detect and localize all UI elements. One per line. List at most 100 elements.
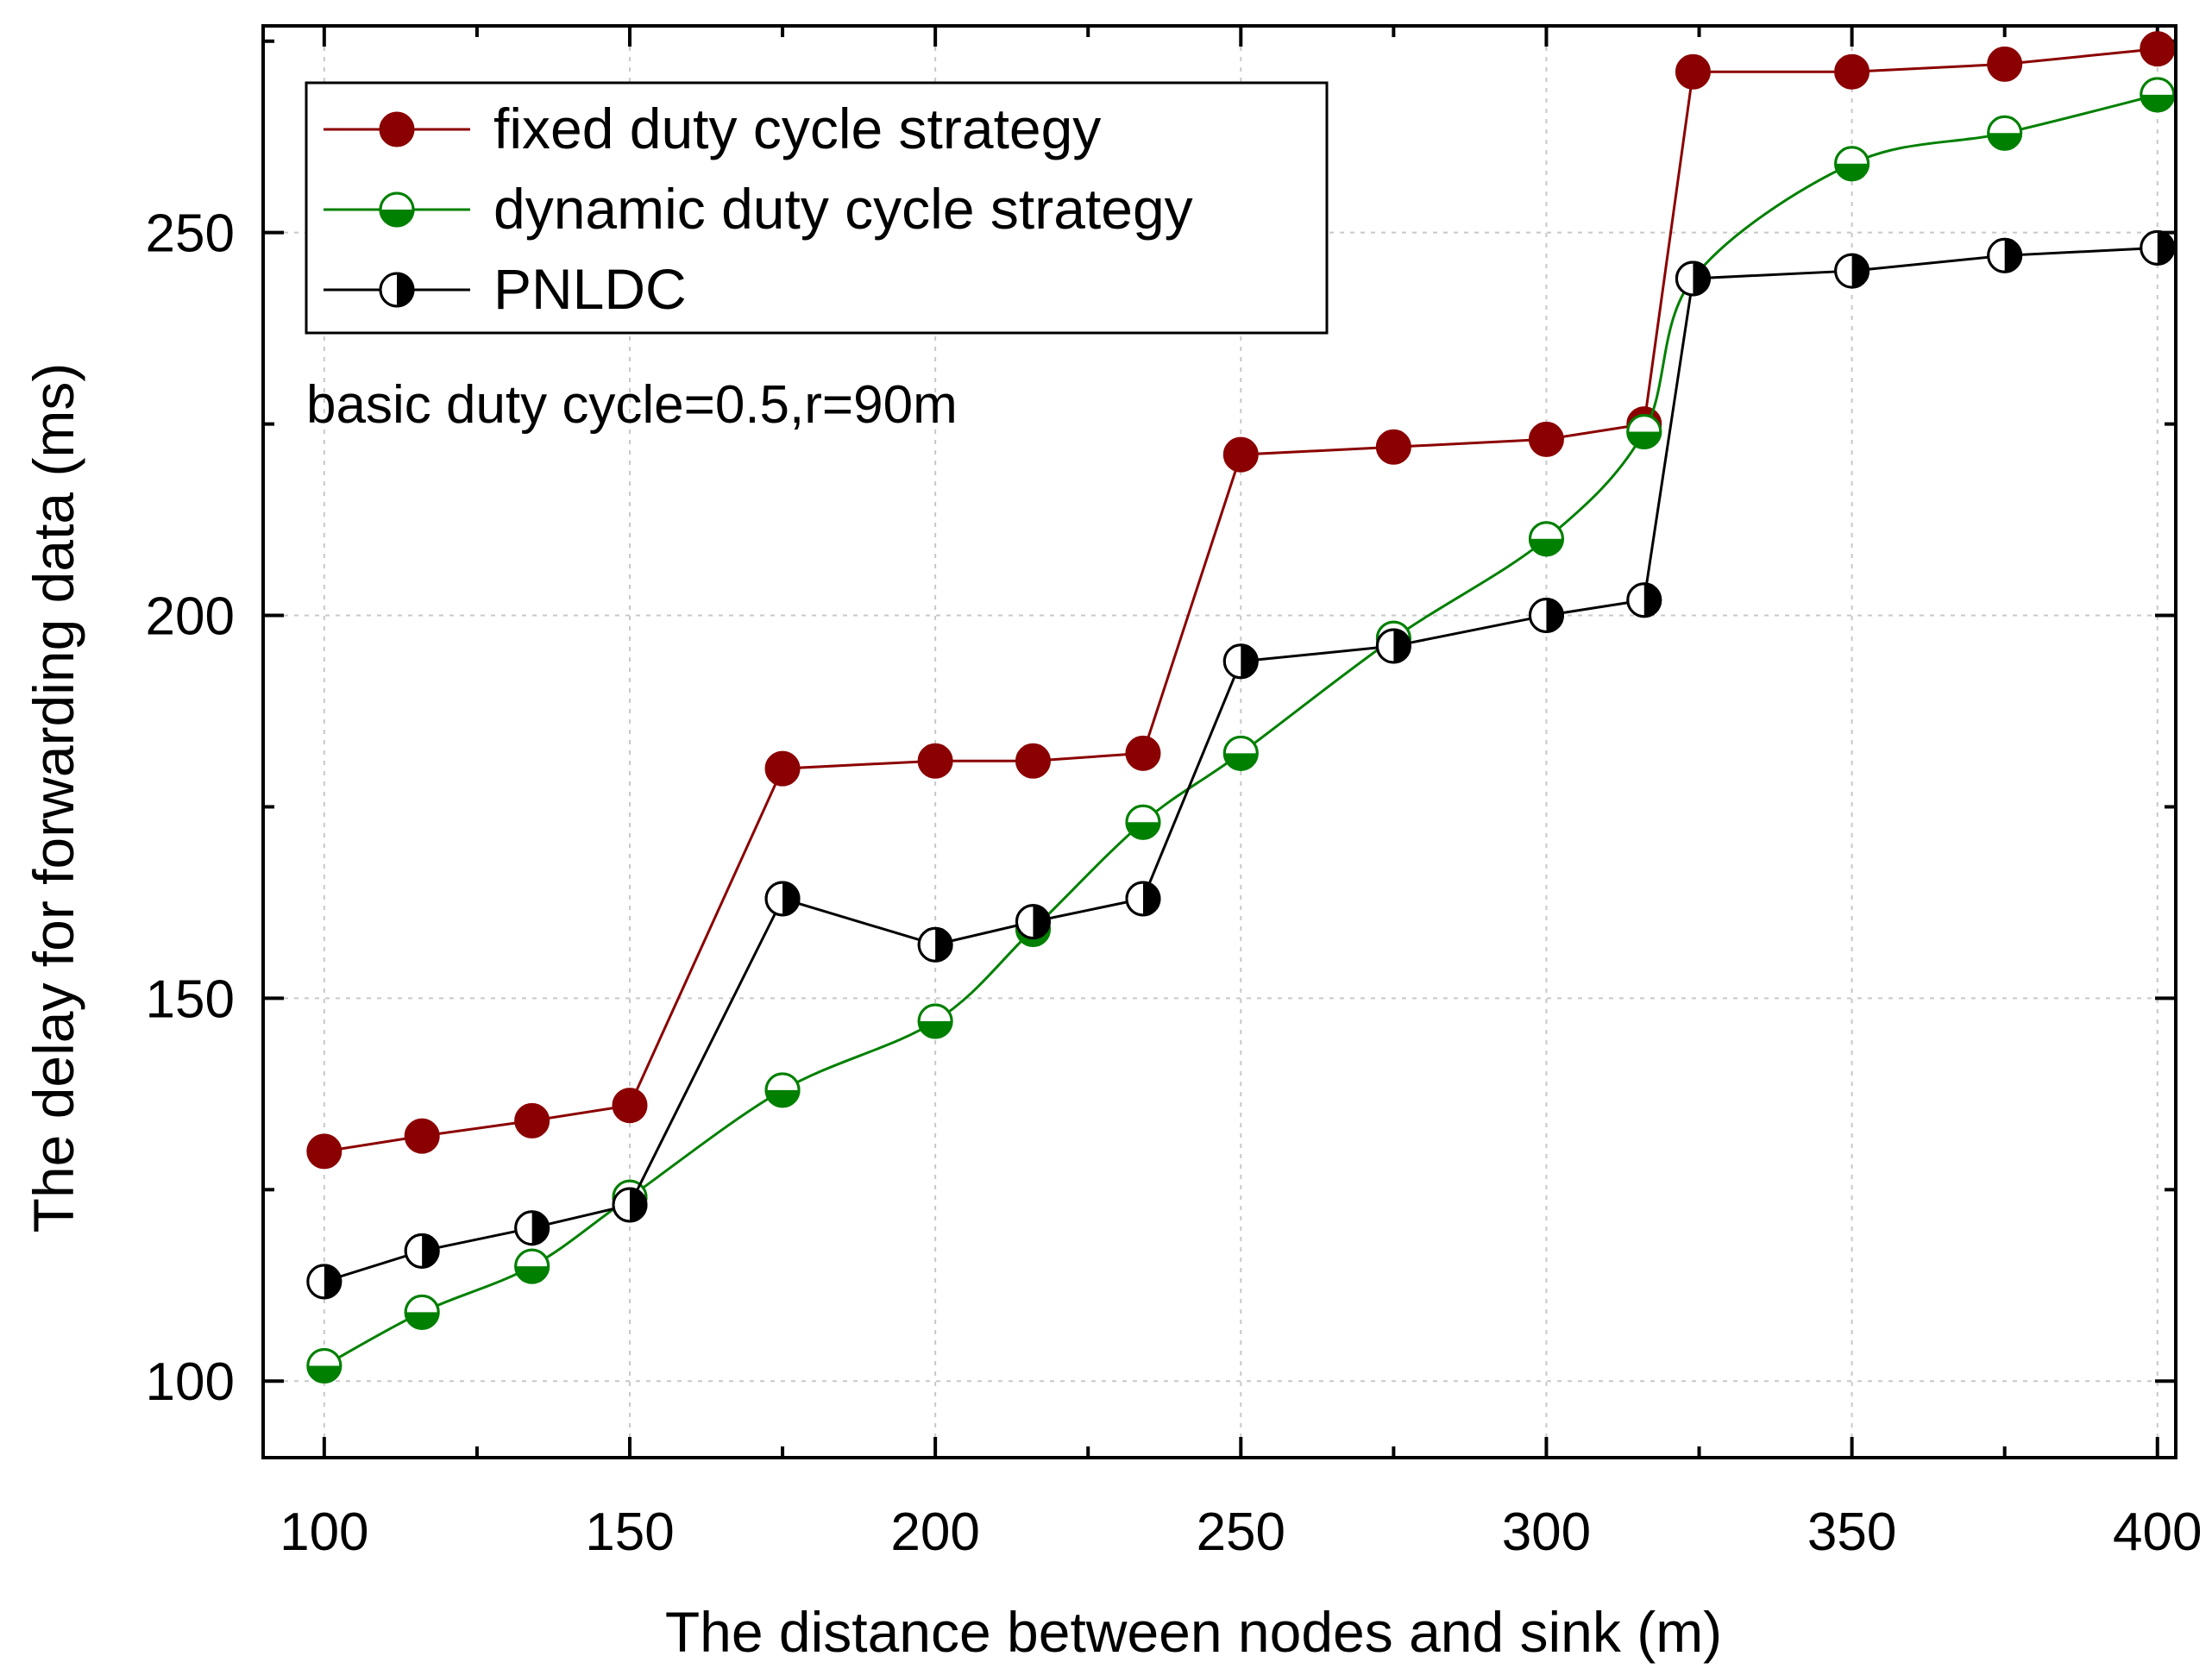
y-tick-label: 250 xyxy=(146,204,235,264)
marker-body xyxy=(1222,436,1259,473)
axis-ticks xyxy=(263,26,2176,1458)
marker-fill xyxy=(782,881,800,915)
data-point xyxy=(1626,582,1662,618)
data-point xyxy=(514,1102,550,1139)
series-3 xyxy=(306,229,2176,1300)
data-point xyxy=(1987,46,2023,82)
marker-fill xyxy=(1835,163,1869,180)
y-tick-label: 100 xyxy=(146,1352,235,1412)
marker-fill xyxy=(1241,644,1258,678)
marker-body xyxy=(1834,53,1870,90)
marker-body xyxy=(764,750,801,787)
marker-fill xyxy=(1530,538,1563,555)
marker-outline xyxy=(2140,229,2176,266)
legend-item: fixed duty cycle strategy xyxy=(324,97,1101,160)
x-tick-label: 400 xyxy=(2113,1502,2202,1562)
data-point xyxy=(2140,229,2176,266)
marker-outline xyxy=(404,1294,440,1330)
series-1 xyxy=(306,31,2176,1170)
data-point xyxy=(2140,31,2176,67)
marker-outline xyxy=(2140,77,2176,113)
marker-fill xyxy=(405,1312,439,1329)
data-point xyxy=(1834,146,1870,182)
marker-fill xyxy=(2140,94,2174,111)
data-point xyxy=(764,881,801,917)
legend-marker xyxy=(379,191,415,228)
marker-body xyxy=(379,111,415,147)
marker-outline xyxy=(1626,413,1662,449)
x-axis-label: The distance between nodes and sink (m) xyxy=(665,1600,1722,1664)
marker-fill xyxy=(422,1234,439,1268)
data-point xyxy=(1222,643,1259,680)
marker-outline xyxy=(1528,598,1564,634)
marker-outline xyxy=(1675,260,1711,297)
x-tick-label: 150 xyxy=(585,1502,674,1562)
x-tick-label: 100 xyxy=(280,1502,368,1562)
marker-fill xyxy=(1393,630,1411,663)
data-point xyxy=(514,1248,550,1284)
marker-fill xyxy=(1126,822,1159,839)
data-point xyxy=(1375,628,1411,664)
data-point xyxy=(764,750,801,787)
data-point xyxy=(612,1088,648,1124)
marker-fill xyxy=(397,273,413,306)
marker-body xyxy=(1375,429,1411,465)
marker-body xyxy=(514,1102,550,1139)
data-point xyxy=(1987,115,2023,151)
data-point xyxy=(514,1210,550,1246)
data-point xyxy=(1528,421,1564,457)
marker-outline xyxy=(764,881,801,917)
data-point xyxy=(1125,881,1161,917)
data-point xyxy=(917,1003,953,1039)
data-point xyxy=(1528,521,1564,557)
marker-outline xyxy=(917,926,953,963)
marker-outline xyxy=(1015,904,1051,940)
marker-outline xyxy=(1987,237,2023,273)
data-point xyxy=(917,743,953,779)
marker-fill xyxy=(2157,231,2174,265)
marker-outline xyxy=(1222,643,1259,680)
marker-outline xyxy=(1626,582,1662,618)
marker-outline xyxy=(1375,628,1411,664)
data-point xyxy=(1528,598,1564,634)
data-point xyxy=(306,1347,342,1383)
tick-labels: 100 150 200 250 300 350 400 100 150 200 250 xyxy=(146,204,2203,1562)
marker-fill xyxy=(629,1189,646,1222)
chart-annotation: basic duty cycle=0.5,r=90m xyxy=(306,375,958,435)
marker-outline xyxy=(379,272,415,308)
marker-fill xyxy=(1224,753,1258,770)
marker-outline xyxy=(1834,253,1870,289)
legend-item: PNLDC xyxy=(324,257,687,321)
marker-outline xyxy=(917,1003,953,1039)
marker-fill xyxy=(766,1089,800,1107)
marker-fill xyxy=(380,210,413,226)
marker-fill xyxy=(1693,261,1710,295)
data-point xyxy=(1834,253,1870,289)
data-point xyxy=(404,1118,440,1154)
marker-body xyxy=(1125,735,1161,771)
marker-outline xyxy=(612,1187,648,1223)
marker-outline xyxy=(1125,804,1161,840)
legend-marker xyxy=(379,111,415,147)
legend-label: fixed duty cycle strategy xyxy=(493,97,1101,160)
data-point xyxy=(1987,237,2023,273)
data-point xyxy=(1125,735,1161,771)
marker-outline xyxy=(306,1264,342,1300)
marker-body xyxy=(2140,31,2176,67)
marker-fill xyxy=(515,1266,549,1283)
data-point xyxy=(1626,413,1662,449)
marker-outline xyxy=(404,1233,440,1269)
marker-outline xyxy=(1222,735,1259,771)
marker-outline xyxy=(1834,146,1870,182)
data-point xyxy=(306,1264,342,1300)
marker-fill xyxy=(1988,133,2021,150)
marker-fill xyxy=(1643,583,1661,617)
marker-body xyxy=(917,743,953,779)
marker-fill xyxy=(307,1365,341,1383)
data-point xyxy=(1375,429,1411,465)
marker-body xyxy=(404,1118,440,1154)
marker-body xyxy=(612,1088,648,1124)
x-tick-label: 300 xyxy=(1502,1502,1591,1562)
marker-fill xyxy=(919,1021,952,1038)
